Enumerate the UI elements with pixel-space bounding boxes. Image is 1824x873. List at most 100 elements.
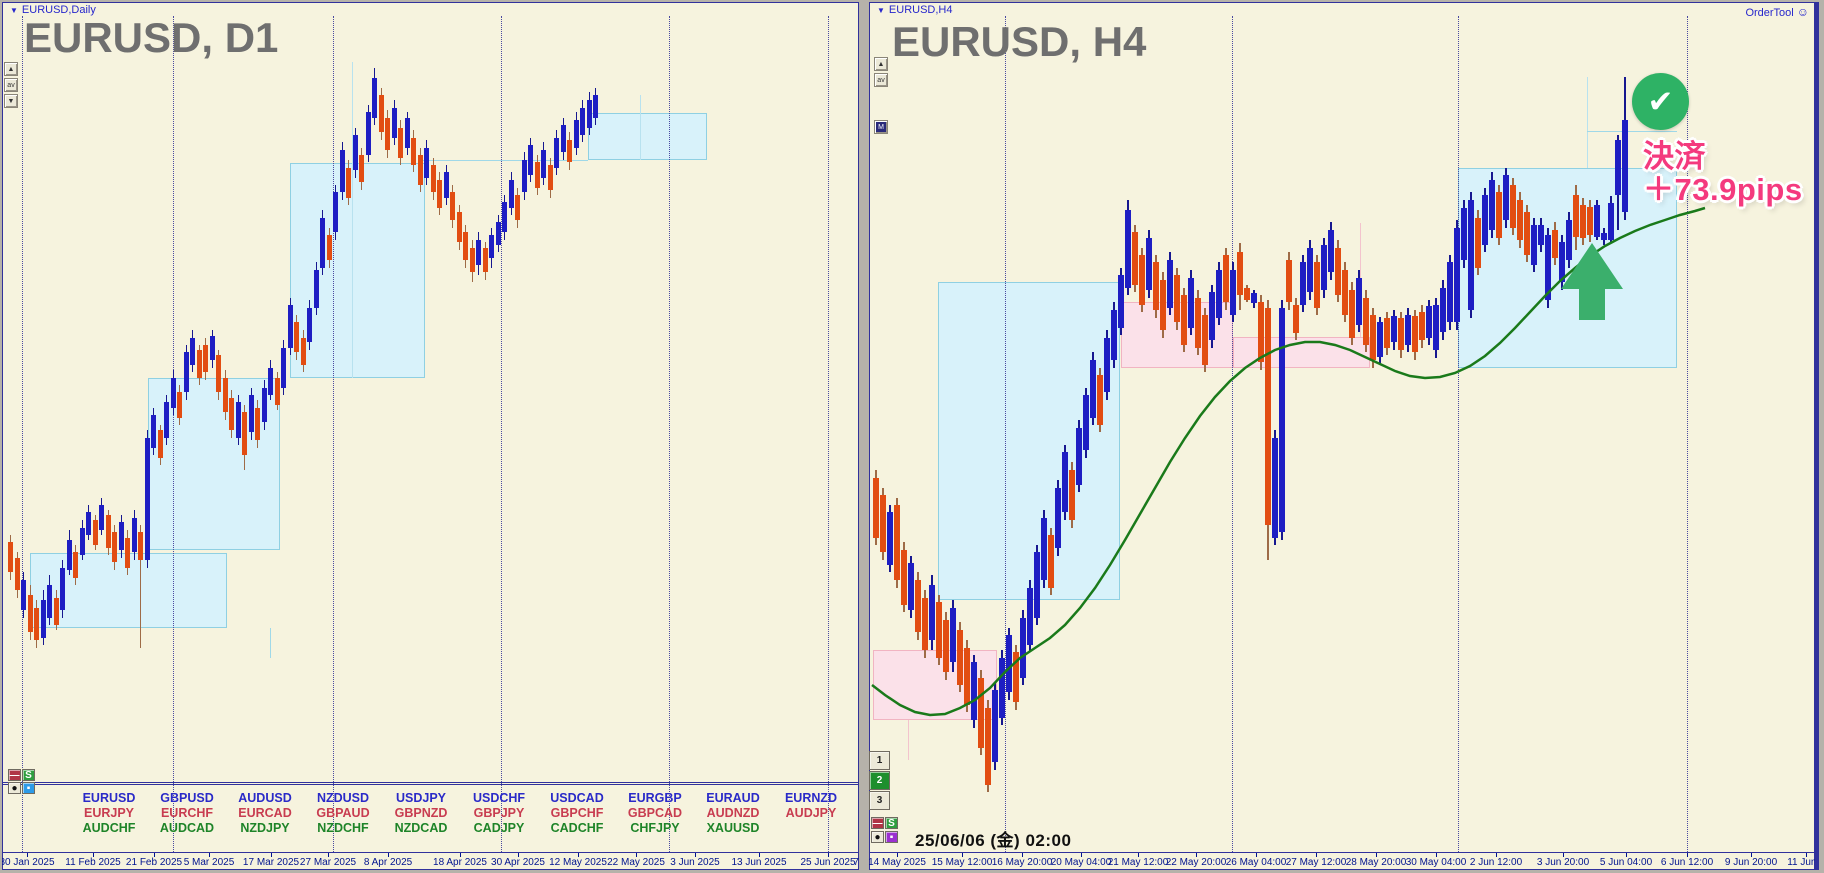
axis-tick — [1316, 853, 1317, 857]
pair-label[interactable]: AUDCHF — [82, 821, 136, 835]
pair-label[interactable]: XAUUSD — [706, 821, 760, 835]
bomb-icon-button[interactable]: ● — [8, 782, 21, 794]
pair-label[interactable]: EURGBP — [628, 791, 682, 805]
pair-label[interactable]: USDCAD — [550, 791, 604, 805]
left-time-axis: 30 Jan 2025 11 Feb 2025 21 Feb 2025 5 Mar 2… — [2, 853, 859, 872]
pair-label[interactable]: CADJPY — [473, 821, 525, 835]
axis-label: 18 Apr 2025 — [433, 857, 487, 868]
axis-label: 3 Jun 20:00 — [1536, 857, 1590, 868]
chart-scroll-button[interactable]: M — [874, 120, 888, 134]
chevron-down-icon[interactable]: ▼ — [10, 5, 18, 15]
axis-tick — [1806, 853, 1807, 857]
right-chart-titlebar: ▼ EURUSD,H4 — [877, 4, 953, 16]
axis-label: 30 May 04:00 — [1405, 857, 1467, 868]
pair-label[interactable]: EURAUD — [706, 791, 760, 805]
chart-scroll-button[interactable]: av — [874, 73, 888, 87]
right-chart-title: EURUSD,H4 — [888, 4, 953, 16]
pair-label[interactable]: AUDJPY — [785, 806, 837, 820]
pair-label[interactable]: NZDCHF — [317, 821, 369, 835]
chart-scroll-button[interactable]: ▲ — [4, 62, 18, 76]
bomb-icon-button[interactable]: ● — [871, 831, 884, 843]
axis-tick — [27, 853, 28, 857]
axis-tick — [1436, 853, 1437, 857]
pair-label[interactable]: GBPJPY — [473, 806, 525, 820]
pair-label[interactable]: EURCAD — [238, 806, 292, 820]
pair-label[interactable]: EURNZD — [784, 791, 838, 805]
pair-label[interactable]: USDCHF — [472, 791, 526, 805]
pair-label[interactable]: GBPUSD — [160, 791, 214, 805]
profit-pips-label: ＋73.9pips — [1643, 172, 1803, 207]
check-glyph: ✔ — [1647, 83, 1674, 119]
axis-label: 16 May 20:00 — [991, 857, 1053, 868]
pair-label[interactable]: AUDNZD — [706, 806, 760, 820]
axis-tick — [897, 853, 898, 857]
axis-label: 11 Feb 2025 — [65, 857, 121, 868]
right-axis-line — [870, 852, 1814, 853]
right-time-axis: 14 May 2025 15 May 12:00 16 May 20:00 20 Ma… — [869, 853, 1815, 872]
axis-tick — [828, 853, 829, 857]
pair-label[interactable]: CADCHF — [550, 821, 604, 835]
axis-label: 6 Jun 12:00 — [1660, 857, 1714, 868]
ordertool-label: OrderTool ☺ — [1713, 5, 1809, 19]
pair-label[interactable]: AUDCAD — [159, 821, 215, 835]
smiley-icon: ☺ — [1796, 5, 1809, 19]
axis-tick — [1563, 853, 1564, 857]
left-chart-titlebar: ▼ EURUSD,Daily — [10, 4, 96, 16]
chart-scroll-button[interactable]: av — [4, 78, 18, 92]
axis-tick — [578, 853, 579, 857]
pair-column: GBPUSD EURCHF AUDCAD — [148, 791, 226, 847]
axis-tick — [209, 853, 210, 857]
pair-label[interactable]: GBPCAD — [627, 806, 683, 820]
chart-scroll-button[interactable]: ▼ — [4, 94, 18, 108]
pair-label[interactable]: EURUSD — [82, 791, 136, 805]
pair-label[interactable]: GBPCHF — [550, 806, 604, 820]
axis-label: 11 Jun 0 — [1787, 857, 1815, 868]
axis-tick — [1196, 853, 1197, 857]
left-chart-title: EURUSD,Daily — [21, 4, 96, 16]
pair-column: EURNZD AUDJPY — [772, 791, 850, 847]
axis-tick — [271, 853, 272, 857]
axis-tick — [695, 853, 696, 857]
pair-label[interactable]: GBPNZD — [394, 806, 448, 820]
chevron-down-icon[interactable]: ▼ — [877, 5, 885, 15]
chart-window-eurusd-d1[interactable] — [2, 2, 859, 870]
s-button[interactable]: S — [22, 769, 35, 781]
s-button[interactable]: S — [885, 817, 898, 829]
minimize-button[interactable]: — — [8, 769, 21, 781]
axis-tick — [1022, 853, 1023, 857]
axis-label: 21 Feb 2025 — [125, 857, 183, 868]
pair-label[interactable]: NZDCAD — [394, 821, 448, 835]
pair-label[interactable]: EURJPY — [83, 806, 135, 820]
pair-column: USDJPY GBPNZD NZDCAD — [382, 791, 460, 847]
pair-label[interactable]: CHFJPY — [630, 821, 680, 835]
pair-label[interactable]: EURCHF — [160, 806, 214, 820]
axis-label: 25 Jun 2025 — [800, 857, 856, 868]
currency-pairs-panel: EURUSD EURJPY AUDCHF GBPUSD EURCHF AUDCAD AUDU… — [70, 791, 850, 847]
pair-column: AUDUSD EURCAD NZDJPY — [226, 791, 304, 847]
pair-label[interactable]: NZDJPY — [240, 821, 290, 835]
axis-label: 27 Mar 2025 — [299, 857, 357, 868]
close-trade-label: 決済 — [1643, 139, 1706, 174]
preset-2-button[interactable]: 2 — [869, 771, 890, 790]
up-arrow-icon — [1561, 243, 1623, 320]
pair-label[interactable]: NZDUSD — [316, 791, 370, 805]
axis-label: 5 Jun 04:00 — [1599, 857, 1653, 868]
pair-label[interactable]: AUDUSD — [238, 791, 292, 805]
pair-label[interactable]: USDJPY — [395, 791, 447, 805]
dot-button[interactable]: ▪ — [885, 831, 898, 843]
left-axis-line — [3, 852, 858, 853]
axis-tick — [1376, 853, 1377, 857]
dot-button[interactable]: ▪ — [22, 782, 35, 794]
preset-3-button[interactable]: 3 — [869, 791, 890, 810]
axis-tick — [93, 853, 94, 857]
axis-label: 2 Jun 12:00 — [1469, 857, 1523, 868]
pair-label[interactable]: GBPAUD — [316, 806, 370, 820]
preset-1-button[interactable]: 1 — [869, 751, 890, 770]
axis-label: 22 May 2025 — [607, 857, 665, 868]
chart-scroll-button[interactable]: ▲ — [874, 57, 888, 71]
minimize-button[interactable]: — — [871, 817, 884, 829]
axis-label: 13 Jun 2025 — [731, 857, 787, 868]
price-scale-edge — [1814, 2, 1819, 870]
axis-label: 21 May 12:00 — [1107, 857, 1169, 868]
